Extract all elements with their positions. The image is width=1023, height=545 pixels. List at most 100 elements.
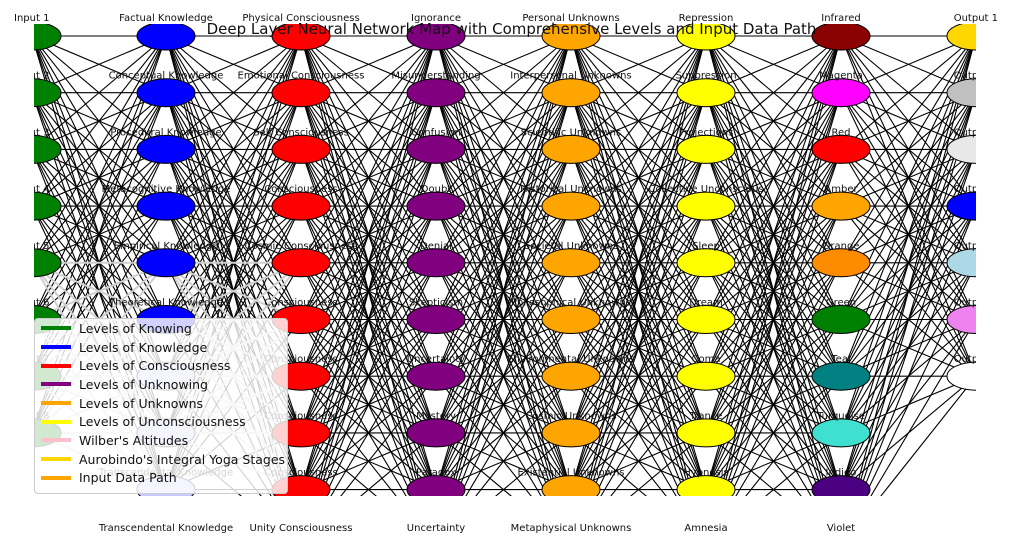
connection-edge xyxy=(300,35,437,150)
layer-top-label: Physical Consciousness xyxy=(242,13,359,24)
connection-edge xyxy=(705,35,842,264)
connection-edge xyxy=(840,35,976,320)
node-unknowing xyxy=(406,248,466,278)
connection-edge xyxy=(300,35,437,490)
node-knowledge xyxy=(136,78,196,108)
connection-edge xyxy=(300,35,437,320)
node-knowledge xyxy=(136,191,196,221)
connection-edge xyxy=(570,35,707,150)
node-label: Amber xyxy=(824,184,858,195)
node-unknowns xyxy=(541,305,601,334)
node-unknowing xyxy=(406,134,466,164)
node-label: Conceptual Knowledge xyxy=(109,71,224,82)
layer-top-label: Ignorance xyxy=(411,13,461,24)
node-altitudes xyxy=(812,532,870,545)
connection-edge xyxy=(840,35,976,490)
node-unconsciousness xyxy=(676,134,736,164)
node-label: Skepticism xyxy=(409,298,463,309)
node-label: Self Consciousness xyxy=(253,127,348,138)
connection-edge xyxy=(840,35,976,207)
node-label: Teal xyxy=(830,354,850,365)
node-label: Philosophical Unknowns xyxy=(511,298,631,309)
node-inputs xyxy=(34,24,62,51)
node-label: Interpersonal Unknowns xyxy=(510,71,631,82)
connection-edge xyxy=(34,35,167,205)
legend-label: Wilber's Altitudes xyxy=(79,432,189,448)
node-unknowing xyxy=(406,361,466,391)
connection-edge xyxy=(824,489,842,496)
connection-edge xyxy=(435,35,572,320)
legend-swatch xyxy=(41,345,71,350)
connection-edge xyxy=(857,149,976,496)
connection-edge xyxy=(165,35,302,94)
connection-edge xyxy=(864,262,976,496)
node-label: Magenta xyxy=(819,71,863,82)
legend-item: Input Data Path xyxy=(35,469,287,488)
connection-edge xyxy=(735,319,842,496)
node-consciousness xyxy=(271,248,331,278)
connection-edge xyxy=(324,262,437,496)
node-unconsciousness xyxy=(676,305,736,334)
connection-edge xyxy=(435,35,572,434)
connection-edge xyxy=(745,375,842,496)
connection-edge xyxy=(840,35,976,434)
node-label: Collective Unconscious xyxy=(648,184,763,195)
node-label: Input 5 xyxy=(14,241,49,252)
node-label: Theoretical Knowledge xyxy=(108,298,223,309)
connection-edge xyxy=(705,35,842,150)
connection-edge xyxy=(34,35,167,261)
connection-edge xyxy=(300,35,437,94)
connection-edge xyxy=(718,35,842,496)
connection-edge xyxy=(495,432,572,496)
connection-edge xyxy=(855,92,976,496)
node-label: Input 3 xyxy=(14,127,49,138)
legend-swatch xyxy=(41,382,71,387)
connection-edge xyxy=(435,489,453,496)
node-outputs xyxy=(946,78,976,108)
node-label: Existential Unknowns xyxy=(517,468,624,479)
node-unconsciousness xyxy=(676,191,736,221)
connection-edge xyxy=(765,432,842,496)
node-unknowns xyxy=(541,24,601,51)
node-unknowns xyxy=(541,475,601,496)
node-unconsciousness xyxy=(676,248,736,278)
layer-top-label: Output 1 xyxy=(954,13,998,24)
legend-label: Levels of Unknowing xyxy=(79,376,208,392)
node-consciousness xyxy=(271,24,331,51)
node-label: Turquoise xyxy=(816,411,865,422)
node-altitudes xyxy=(811,475,871,496)
legend: Levels of Knowing Levels of Knowledge Leve… xyxy=(34,318,288,494)
connection-edge xyxy=(587,149,707,496)
layer-bottom-label: Transcendental Knowledge xyxy=(98,523,233,534)
legend-label: Input Data Path xyxy=(79,470,177,486)
legend-swatch xyxy=(41,457,71,462)
node-altitudes xyxy=(811,361,871,391)
input-path-edge xyxy=(165,261,302,321)
node-label: Output 2 xyxy=(954,71,998,82)
connection-edge xyxy=(419,489,437,496)
node-unconsciousness xyxy=(676,78,736,108)
connection-edge xyxy=(450,92,572,496)
node-knowledge xyxy=(136,134,196,164)
node-altitudes xyxy=(811,191,871,221)
connection-edge xyxy=(570,489,588,496)
node-consciousness xyxy=(272,532,330,545)
node-label: Suppression xyxy=(675,71,736,82)
legend-label: Levels of Knowing xyxy=(79,320,192,336)
node-label: Uncertainty xyxy=(407,354,466,365)
node-inputs xyxy=(34,134,62,164)
legend-label: Levels of Unconsciousness xyxy=(79,414,246,430)
layer-top-label: Infrared xyxy=(821,13,860,24)
node-label: Consciousness xyxy=(264,298,338,309)
connection-edge xyxy=(880,375,976,496)
diagram-title: Deep Layer Neural Network Map with Compr… xyxy=(206,20,817,38)
node-altitudes xyxy=(811,78,871,108)
node-label: Consciousness xyxy=(264,468,338,479)
node-consciousness xyxy=(271,134,331,164)
connection-edge xyxy=(630,432,707,496)
node-label: Output 4 xyxy=(954,184,998,195)
legend-item: Levels of Unconsciousness xyxy=(35,412,287,431)
node-label: Emotional Consciousness xyxy=(238,71,365,82)
node-label: Red xyxy=(832,127,851,138)
connection-edge xyxy=(435,35,572,490)
